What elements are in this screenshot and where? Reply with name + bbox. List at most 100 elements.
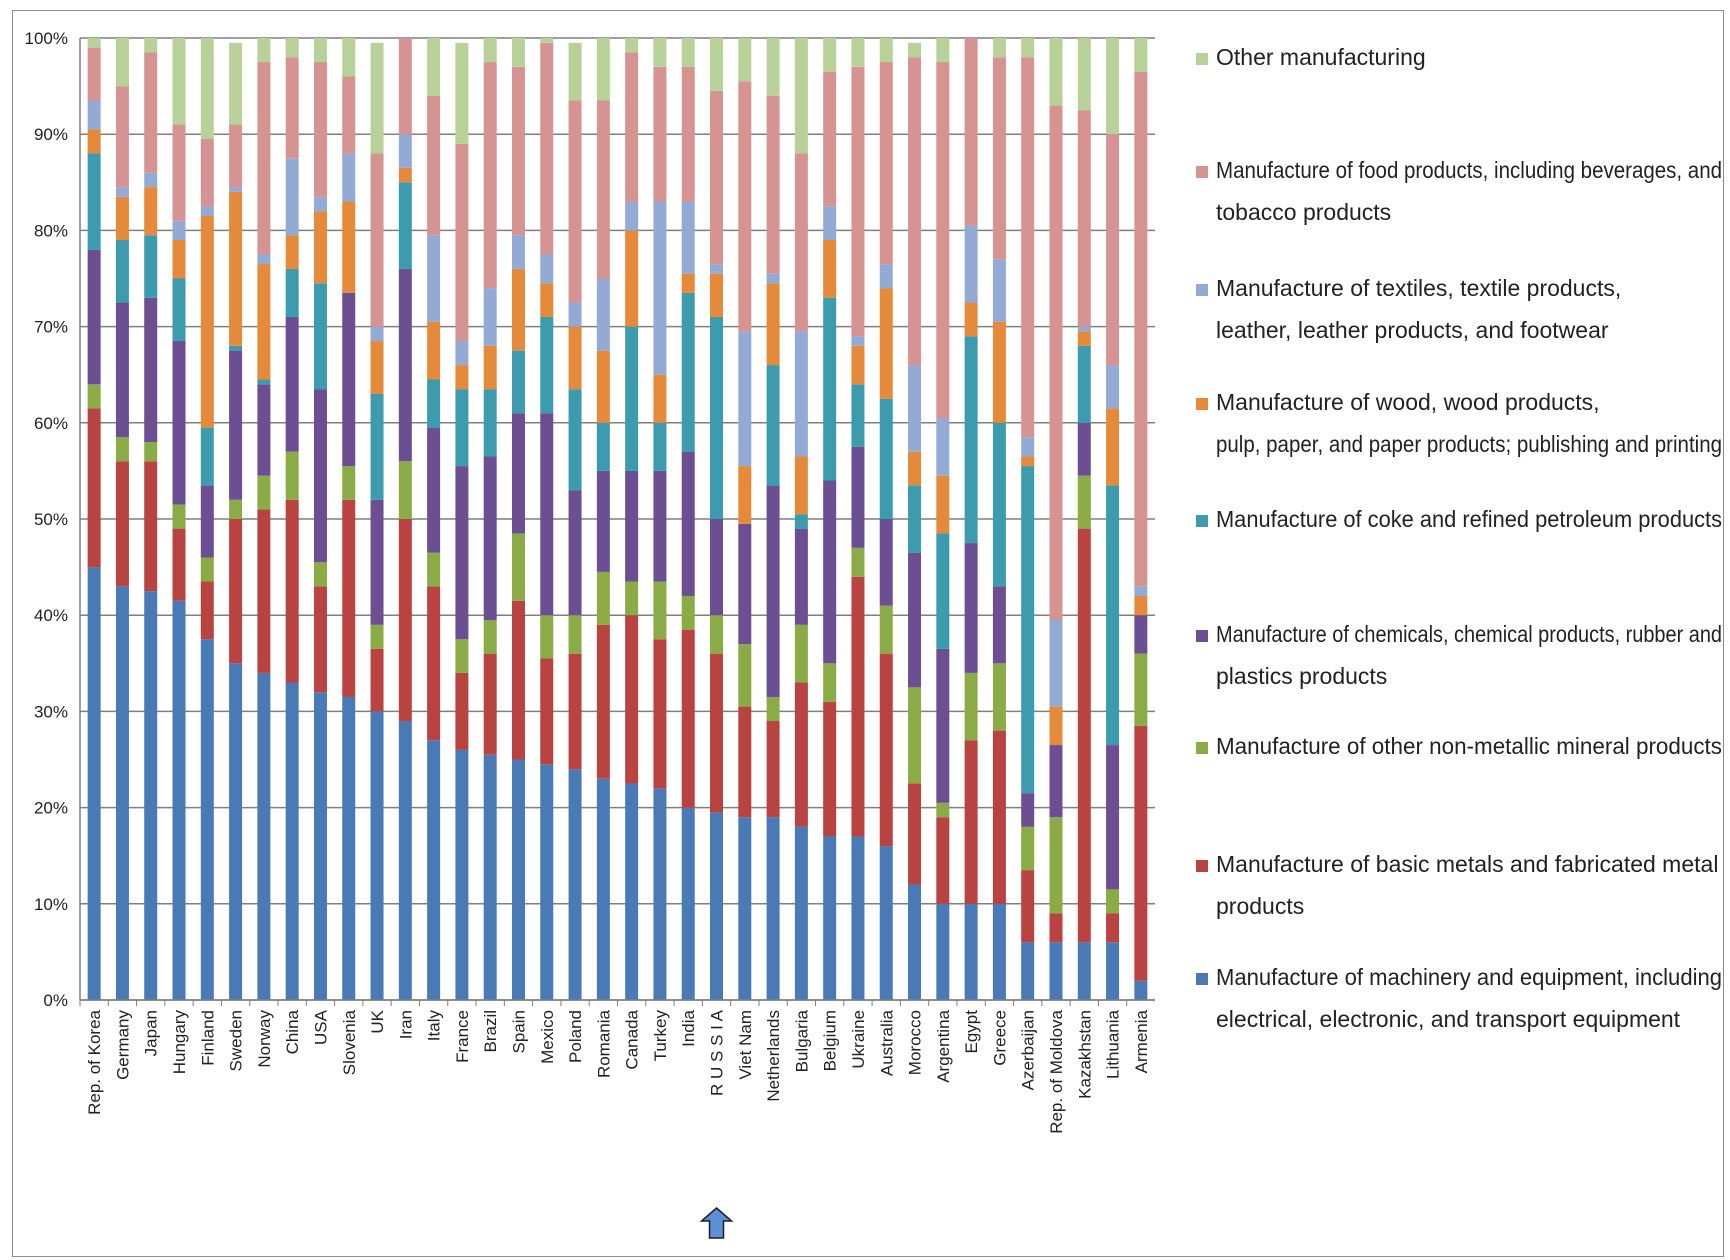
x-tick-label: Kazakhstan — [1075, 1010, 1094, 1099]
bar-segment — [229, 42, 243, 125]
bar-segment — [1077, 475, 1091, 529]
bar-segment — [879, 846, 893, 1000]
bar-segment — [87, 47, 101, 101]
bar-segment — [596, 571, 610, 625]
bar-segment — [455, 365, 469, 390]
bar-segment — [1021, 466, 1035, 794]
bar-segment — [511, 235, 525, 269]
bar-segment — [144, 38, 158, 53]
bar-segment — [1106, 134, 1120, 366]
bar-segment — [879, 519, 893, 606]
legend-label: Manufacture of wood, wood products, — [1216, 389, 1600, 415]
bar-segment — [851, 576, 865, 837]
bar-segment — [398, 182, 412, 269]
bar-segment — [568, 615, 582, 654]
bar-segment — [313, 196, 327, 212]
bar-segment — [625, 326, 639, 471]
bar-segment — [427, 95, 441, 236]
bar-segment — [342, 38, 356, 77]
bar-segment — [596, 38, 610, 101]
bar-segment — [936, 648, 950, 803]
bar-segment — [851, 336, 865, 346]
bar-segment — [823, 71, 837, 207]
bar-segment — [229, 663, 243, 1000]
bar-segment — [229, 191, 243, 346]
bar-segment — [1134, 38, 1148, 72]
bar-segment — [1077, 110, 1091, 327]
bar-segment — [87, 567, 101, 1000]
legend-swatch — [1196, 860, 1208, 872]
bar-segment — [596, 778, 610, 1000]
legend: Other manufacturing Manufacture of food p… — [1196, 44, 1722, 1032]
bar-segment — [1077, 345, 1091, 423]
bar-segment — [681, 38, 695, 67]
bar-segment — [342, 153, 356, 202]
bar-segment — [653, 422, 667, 471]
bar-segment — [229, 519, 243, 664]
bar-segment — [908, 451, 922, 486]
x-tick-label: UK — [368, 1009, 387, 1033]
bar-segment — [398, 721, 412, 1000]
bar-segment — [511, 350, 525, 414]
bar-segment — [992, 259, 1006, 322]
bar-segment — [342, 466, 356, 500]
bar-segment — [879, 62, 893, 265]
bar-segment — [540, 615, 554, 659]
legend-label: Manufacture of chemicals, chemical produ… — [1216, 621, 1722, 647]
bar-segment — [313, 211, 327, 284]
bar-segment — [1021, 57, 1035, 438]
bar-segment — [229, 350, 243, 500]
bar-segment — [455, 42, 469, 144]
bar-segment — [540, 658, 554, 765]
bar-segment — [568, 490, 582, 616]
legend-item: Manufacture of textiles, textile product… — [1196, 275, 1621, 343]
bar-segment — [766, 95, 780, 274]
bar-segment — [1106, 913, 1120, 943]
legend-swatch — [1196, 973, 1208, 985]
bar-segment — [144, 461, 158, 592]
legend-label: tobacco products — [1216, 199, 1391, 225]
legend-item: Manufacture of coke and refined petroleu… — [1196, 506, 1722, 532]
bar-segment — [285, 38, 299, 58]
bar-segment — [766, 721, 780, 818]
bar-segment — [766, 485, 780, 697]
legend-label: leather, leather products, and footwear — [1216, 317, 1609, 343]
bar-segment — [625, 783, 639, 1000]
bar-segment — [144, 52, 158, 173]
bar-segment — [313, 692, 327, 1000]
x-tick-label: Morocco — [906, 1010, 925, 1075]
bar-segment — [1021, 942, 1035, 1000]
bar-segment — [1049, 913, 1063, 943]
bar-segment — [908, 552, 922, 688]
bar-segment — [200, 38, 214, 140]
bar-segment — [710, 90, 724, 265]
bar-segment — [370, 499, 384, 625]
bar-segment — [483, 288, 497, 346]
bar-segment — [738, 331, 752, 467]
legend-item: Manufacture of other non-metallic minera… — [1196, 733, 1722, 759]
bar-segment — [257, 254, 271, 265]
bar-segment — [172, 528, 186, 601]
bar-segment — [908, 783, 922, 885]
x-tick-label: Ukraine — [849, 1010, 868, 1069]
bar-segment — [964, 903, 978, 1000]
bar-segment — [766, 365, 780, 486]
legend-item: Manufacture of machinery and equipment, … — [1196, 964, 1722, 1032]
legend-swatch — [1196, 515, 1208, 527]
bar-segment — [596, 470, 610, 572]
bar-segment — [398, 38, 412, 135]
bar-segment — [1049, 38, 1063, 106]
bar-segment — [653, 38, 667, 67]
bar-segment — [936, 417, 950, 476]
bar-segment — [596, 624, 610, 779]
legend-label: Manufacture of basic metals and fabricat… — [1216, 851, 1718, 877]
bar-segment — [257, 509, 271, 673]
bar-segment — [653, 639, 667, 789]
bar-segment — [285, 682, 299, 1000]
bar-segment — [1049, 105, 1063, 621]
x-tick-label: France — [453, 1010, 472, 1063]
bar-segment — [172, 341, 186, 505]
bar-segment — [285, 235, 299, 269]
bar-segment — [1134, 586, 1148, 596]
